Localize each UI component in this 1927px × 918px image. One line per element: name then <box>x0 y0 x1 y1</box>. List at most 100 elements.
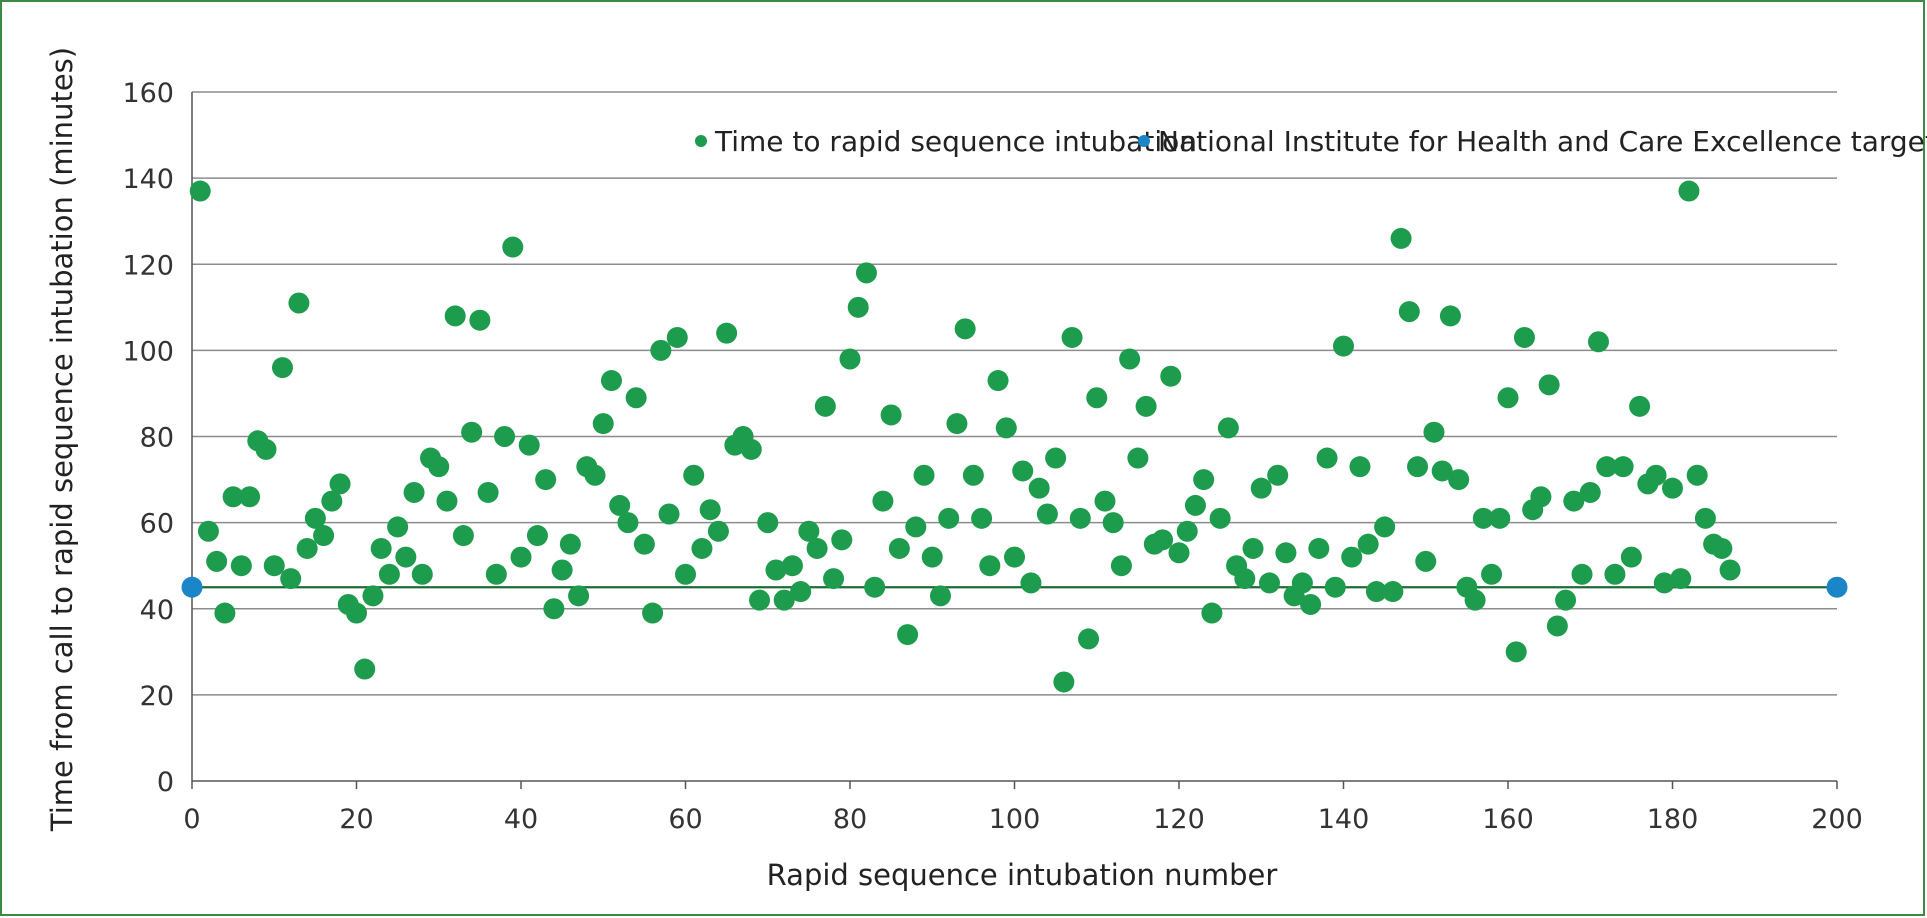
y-tick-label-160: 160 <box>122 78 174 109</box>
rsi-point-106 <box>1053 671 1075 693</box>
rsi-point-182 <box>1678 180 1700 202</box>
rsi-point-56 <box>642 602 664 624</box>
rsi-point-50 <box>592 413 614 435</box>
rsi-point-88 <box>905 516 927 538</box>
rsi-point-75 <box>798 520 820 542</box>
x-axis-title: Rapid sequence intubation number <box>767 858 1278 892</box>
rsi-point-141 <box>1341 546 1363 568</box>
rsi-point-93 <box>946 413 968 435</box>
rsi-point-11 <box>271 357 293 379</box>
rsi-point-132 <box>1267 464 1289 486</box>
x-tick-label-0: 0 <box>183 804 200 835</box>
rsi-point-34 <box>461 421 483 443</box>
rsi-point-101 <box>1012 460 1034 482</box>
rsi-point-176 <box>1629 395 1651 417</box>
rsi-point-81 <box>847 296 869 318</box>
rsi-point-23 <box>370 537 392 559</box>
rsi-point-154 <box>1448 469 1470 491</box>
rsi-point-69 <box>749 589 771 611</box>
rsi-point-122 <box>1184 494 1206 516</box>
rsi-point-77 <box>814 395 836 417</box>
rsi-point-149 <box>1407 456 1429 478</box>
rsi-point-173 <box>1604 563 1626 585</box>
rsi-point-85 <box>880 404 902 426</box>
target-series-points <box>181 576 1848 598</box>
rsi-point-53 <box>617 512 639 534</box>
rsi-point-168 <box>1563 490 1585 512</box>
rsi-point-61 <box>683 464 705 486</box>
rsi-point-71 <box>765 559 787 581</box>
rsi-point-60 <box>675 563 696 585</box>
rsi-point-35 <box>469 309 491 331</box>
rsi-point-1 <box>189 180 211 202</box>
rsi-point-2 <box>197 520 219 542</box>
rsi-point-133 <box>1275 542 1297 564</box>
rsi-point-97 <box>979 555 1001 577</box>
rsi-point-24 <box>378 563 400 585</box>
legend: Time to rapid sequence intubation Nation… <box>695 125 1927 158</box>
rsi-point-90 <box>921 546 943 568</box>
x-tick-label-200: 200 <box>1811 804 1863 835</box>
rsi-point-72 <box>773 589 795 611</box>
rsi-point-14 <box>296 537 318 559</box>
target-point-1 <box>181 576 203 598</box>
rsi-point-174 <box>1612 456 1634 478</box>
rsi-point-5 <box>222 486 244 508</box>
rsi-point-119 <box>1160 365 1182 387</box>
rsi-point-107 <box>1061 326 1083 348</box>
y-tick-label-0: 0 <box>157 767 174 798</box>
rsi-point-28 <box>411 563 433 585</box>
rsi-point-33 <box>452 525 474 547</box>
rsi-point-38 <box>494 426 516 447</box>
rsi-point-135 <box>1291 572 1313 594</box>
y-tick-label-80: 80 <box>140 423 174 454</box>
rsi-point-180 <box>1662 477 1683 499</box>
rsi-point-21 <box>354 658 376 680</box>
rsi-point-128 <box>1234 568 1256 590</box>
rsi-point-17 <box>321 490 343 512</box>
rsi-point-99 <box>995 417 1017 439</box>
rsi-point-124 <box>1201 602 1223 624</box>
rsi-point-4 <box>214 602 236 624</box>
rsi-point-165 <box>1538 374 1560 396</box>
rsi-point-139 <box>1324 576 1346 598</box>
rsi-point-187 <box>1719 559 1741 581</box>
rsi-point-96 <box>971 507 993 529</box>
rsi-point-184 <box>1694 507 1716 529</box>
rsi-point-74 <box>790 581 812 603</box>
rsi-point-126 <box>1217 417 1239 439</box>
rsi-point-32 <box>444 305 466 327</box>
rsi-series <box>189 180 1741 693</box>
rsi-point-152 <box>1431 460 1453 482</box>
rsi-point-146 <box>1382 581 1404 603</box>
rsi-point-112 <box>1102 512 1124 534</box>
rsi-point-7 <box>239 486 261 508</box>
rsi-point-91 <box>929 585 951 607</box>
rsi-point-83 <box>864 576 886 598</box>
rsi-point-58 <box>658 503 680 525</box>
rsi-point-36 <box>477 481 499 503</box>
rsi-point-25 <box>387 516 409 538</box>
rsi-point-44 <box>543 598 565 620</box>
legend-marker-rsi <box>695 135 707 147</box>
rsi-point-45 <box>551 559 573 581</box>
rsi-point-159 <box>1489 507 1511 529</box>
x-tick-label-120: 120 <box>1153 804 1205 835</box>
rsi-point-27 <box>403 481 425 503</box>
rsi-point-116 <box>1135 395 1157 417</box>
rsi-point-150 <box>1415 550 1437 572</box>
rsi-point-156 <box>1464 589 1486 611</box>
rsi-point-183 <box>1686 464 1708 486</box>
rsi-point-73 <box>781 555 803 577</box>
rsi-point-98 <box>987 370 1009 392</box>
rsi-point-160 <box>1497 387 1519 409</box>
rsi-point-171 <box>1587 331 1609 353</box>
rsi-point-167 <box>1555 589 1577 611</box>
rsi-point-113 <box>1110 555 1132 577</box>
rsi-point-30 <box>428 456 450 478</box>
rsi-point-169 <box>1571 563 1593 585</box>
rsi-point-79 <box>831 529 853 551</box>
rsi-point-138 <box>1316 447 1338 469</box>
x-tick-label-40: 40 <box>504 804 538 835</box>
